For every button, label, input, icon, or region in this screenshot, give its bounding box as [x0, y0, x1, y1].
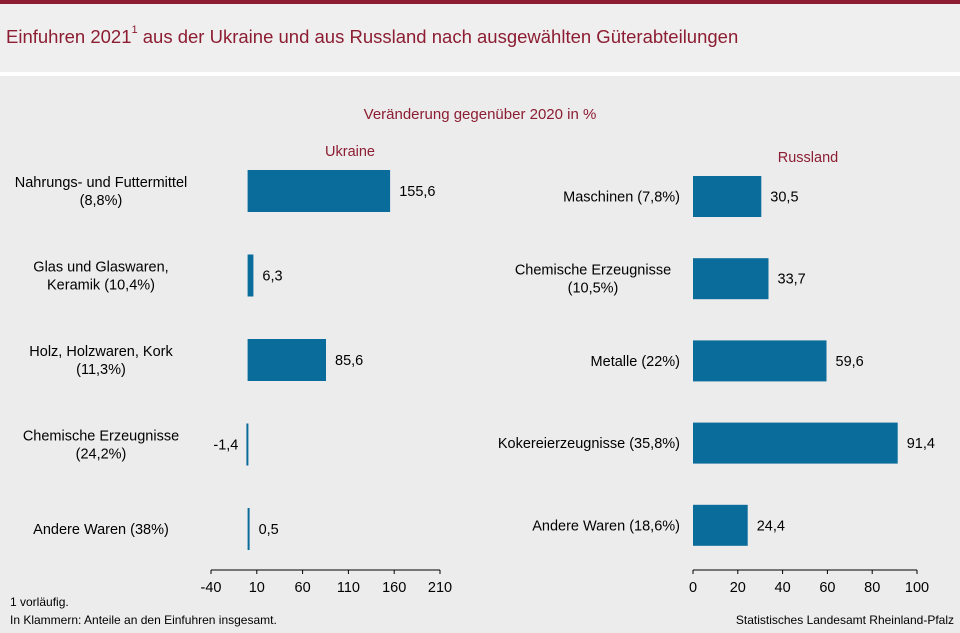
- category-label-ukraine-2-0: Holz, Holzwaren, Kork: [29, 344, 173, 360]
- x-tick-label-russland-5: 100: [905, 580, 929, 596]
- bar-ukraine-4: [247, 508, 250, 550]
- source-label: Statistisches Landesamt Rheinland-Pfalz: [735, 613, 954, 627]
- value-label-ukraine-3: -1,4: [213, 438, 238, 454]
- bar-russland-0: [693, 176, 762, 217]
- value-label-ukraine-4: 0,5: [259, 522, 279, 538]
- value-label-ukraine-0: 155,6: [399, 184, 435, 200]
- x-tick-label-ukraine-2: 60: [295, 580, 311, 596]
- bar-russland-2: [693, 340, 827, 382]
- value-label-russland-1: 33,7: [778, 272, 806, 288]
- bar-ukraine-1: [247, 254, 254, 297]
- x-tick-label-russland-4: 80: [864, 580, 880, 596]
- x-tick-label-russland-0: 0: [689, 580, 697, 596]
- value-label-ukraine-2: 85,6: [335, 353, 363, 369]
- x-tick-label-ukraine-1: 10: [249, 580, 265, 596]
- x-tick-label-russland-3: 60: [819, 580, 835, 596]
- x-tick-label-ukraine-5: 210: [428, 580, 452, 596]
- category-label-russland-2-0: Metalle (22%): [591, 354, 680, 370]
- category-label-ukraine-3-1: (24,2%): [76, 447, 127, 463]
- value-label-russland-0: 30,5: [770, 190, 798, 206]
- bar-ukraine-0: [247, 170, 391, 212]
- value-label-russland-2: 59,6: [836, 354, 864, 370]
- footnote-brackets: In Klammern: Anteile an den Einfuhren in…: [10, 613, 277, 627]
- footnote-preliminary: 1 vorläufig.: [10, 595, 69, 609]
- category-label-ukraine-0-0: Nahrungs- und Futtermittel: [15, 175, 187, 191]
- title-footnote-marker: 1: [131, 24, 138, 36]
- chart-title: Einfuhren 20211 aus der Ukraine und aus …: [6, 24, 739, 48]
- x-tick-label-russland-2: 40: [775, 580, 791, 596]
- title-main: Einfuhren 2021: [6, 26, 132, 47]
- value-label-russland-4: 24,4: [757, 518, 785, 534]
- value-label-russland-3: 91,4: [907, 436, 935, 452]
- category-label-russland-1-1: (10,5%): [568, 281, 619, 297]
- bar-ukraine-2: [247, 339, 326, 381]
- bar-russland-1: [693, 258, 769, 300]
- category-label-russland-1-0: Chemische Erzeugnisse: [515, 263, 671, 279]
- category-label-russland-4-0: Andere Waren (18,6%): [532, 518, 680, 534]
- x-tick-label-ukraine-4: 160: [382, 580, 406, 596]
- panel-title-ukraine: Ukraine: [325, 144, 375, 160]
- bar-ukraine-3: [246, 423, 249, 466]
- category-label-ukraine-4-0: Andere Waren (38%): [33, 522, 169, 538]
- title-rest: aus der Ukraine und aus Russland nach au…: [137, 26, 739, 47]
- x-tick-label-russland-1: 20: [730, 580, 746, 596]
- top-accent-bar: [0, 0, 960, 4]
- x-tick-label-ukraine-3: 110: [337, 580, 360, 596]
- category-label-russland-3-0: Kokereierzeugnisse (35,8%): [498, 436, 680, 452]
- chart-subtitle: Veränderung gegenüber 2020 in %: [363, 106, 597, 123]
- category-label-russland-0-0: Maschinen (7,8%): [563, 190, 680, 206]
- bar-russland-4: [693, 504, 748, 546]
- x-tick-label-ukraine-0: -40: [201, 580, 222, 596]
- panel-title-russland: Russland: [778, 150, 838, 166]
- value-label-ukraine-1: 6,3: [262, 269, 282, 285]
- category-label-ukraine-1-0: Glas und Glaswaren,: [33, 260, 168, 276]
- category-label-ukraine-3-0: Chemische Erzeugnisse: [23, 429, 179, 445]
- category-label-ukraine-1-1: Keramik (10,4%): [47, 278, 155, 294]
- category-label-ukraine-0-1: (8,8%): [80, 193, 123, 209]
- header: Einfuhren 20211 aus der Ukraine und aus …: [0, 4, 960, 76]
- bar-russland-3: [693, 422, 898, 464]
- category-label-ukraine-2-1: (11,3%): [76, 362, 126, 378]
